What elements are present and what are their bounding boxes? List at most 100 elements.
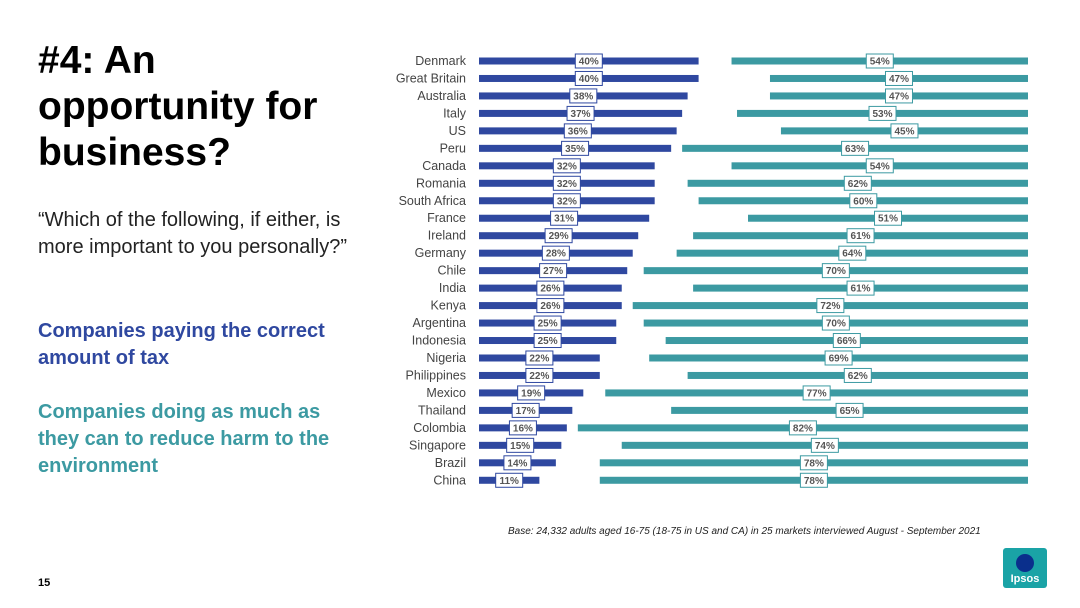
tax-value-label-brazil: 14% — [507, 458, 527, 469]
environment-value-label-colombia: 82% — [793, 423, 813, 434]
environment-value-label-canada: 54% — [870, 161, 890, 172]
category-label-brazil: Brazil — [435, 456, 466, 470]
tax-value-label-thailand: 17% — [516, 406, 536, 417]
environment-label-box-chile — [821, 263, 850, 279]
environment-value-label-philippines: 62% — [848, 371, 868, 382]
tax-label-box-italy — [566, 105, 595, 121]
tax-value-label-romania: 32% — [557, 179, 577, 190]
environment-label-box-nigeria — [824, 350, 853, 366]
tax-value-label-canada: 32% — [557, 161, 577, 172]
tax-value-label-kenya: 26% — [540, 301, 560, 312]
page-title: #4: An opportunity for business? — [38, 39, 318, 174]
environment-value-label-ireland: 61% — [851, 231, 871, 242]
environment-label-box-canada — [865, 158, 894, 174]
tax-label-box-argentina — [533, 315, 562, 331]
environment-label-box-peru — [841, 140, 870, 156]
diverging-bar-chart: Denmark 40% 54% Great Britain 40% 47% Australi… — [396, 53, 1028, 488]
category-label-thailand: Thailand — [418, 403, 466, 417]
tax-value-label-mexico: 19% — [521, 388, 541, 399]
category-label-canada: Canada — [422, 159, 466, 173]
environment-value-label-indonesia: 66% — [837, 336, 857, 347]
tax-label-box-indonesia — [533, 333, 562, 349]
tax-label-box-singapore — [506, 437, 535, 453]
environment-label-box-singapore — [810, 437, 839, 453]
tax-value-label-great-britain: 40% — [579, 74, 599, 85]
environment-label-box-china — [799, 472, 828, 488]
survey-question: “Which of the following, if either, is m… — [38, 209, 348, 258]
environment-label-box-germany — [838, 245, 867, 261]
tax-value-label-france: 31% — [554, 214, 574, 225]
tax-label-box-canada — [552, 158, 581, 174]
environment-label-box-france — [874, 210, 903, 226]
category-label-china: China — [433, 473, 466, 487]
tax-label-box-china — [495, 472, 524, 488]
tax-label-box-germany — [541, 245, 570, 261]
category-label-indonesia: Indonesia — [412, 334, 466, 348]
environment-value-label-australia: 47% — [889, 91, 909, 102]
environment-label-box-us — [890, 123, 919, 139]
environment-value-label-south-africa: 60% — [853, 196, 873, 207]
environment-label-box-brazil — [799, 455, 828, 471]
environment-value-label-peru: 63% — [845, 144, 865, 155]
tax-label-box-philippines — [525, 367, 554, 383]
environment-value-label-denmark: 54% — [870, 57, 890, 68]
environment-label-box-indonesia — [832, 333, 861, 349]
legend-tax: Companies paying the correct amount of t… — [38, 320, 325, 369]
environment-value-label-germany: 64% — [842, 249, 862, 260]
tax-value-label-australia: 38% — [573, 91, 593, 102]
tax-value-label-indonesia: 25% — [538, 336, 558, 347]
tax-value-label-denmark: 40% — [579, 57, 599, 68]
tax-label-box-brazil — [503, 455, 532, 471]
tax-label-box-romania — [552, 175, 581, 191]
environment-value-label-india: 61% — [851, 284, 871, 295]
environment-value-label-thailand: 65% — [840, 406, 860, 417]
environment-value-label-kenya: 72% — [820, 301, 840, 312]
tax-value-label-china: 11% — [499, 476, 519, 487]
environment-label-box-denmark — [865, 53, 894, 69]
environment-value-label-china: 78% — [804, 476, 824, 487]
tax-label-box-france — [550, 210, 579, 226]
category-label-south-africa: South Africa — [399, 194, 466, 208]
category-label-singapore: Singapore — [409, 438, 466, 452]
tax-label-box-india — [536, 280, 565, 296]
environment-label-box-philippines — [843, 367, 872, 383]
environment-value-label-singapore: 74% — [815, 441, 835, 452]
category-label-mexico: Mexico — [426, 386, 466, 400]
tax-label-box-thailand — [511, 402, 540, 418]
environment-label-box-mexico — [802, 385, 831, 401]
environment-value-label-us: 45% — [894, 126, 914, 137]
page-number: 15 — [38, 577, 51, 589]
base-note: Base: 24,332 adults aged 16-75 (18-75 in… — [508, 526, 981, 537]
category-label-chile: Chile — [438, 264, 467, 278]
environment-value-label-france: 51% — [878, 214, 898, 225]
category-label-italy: Italy — [443, 106, 467, 120]
tax-value-label-singapore: 15% — [510, 441, 530, 452]
tax-label-box-nigeria — [525, 350, 554, 366]
tax-value-label-chile: 27% — [543, 266, 563, 277]
environment-value-label-great-britain: 47% — [889, 74, 909, 85]
environment-label-box-australia — [884, 88, 913, 104]
category-label-romania: Romania — [416, 176, 466, 190]
environment-label-box-india — [846, 280, 875, 296]
tax-label-box-south-africa — [552, 193, 581, 209]
tax-value-label-italy: 37% — [571, 109, 591, 120]
category-label-nigeria: Nigeria — [426, 351, 466, 365]
tax-value-label-south-africa: 32% — [557, 196, 577, 207]
tax-label-box-us — [563, 123, 592, 139]
environment-label-box-colombia — [788, 420, 817, 436]
environment-label-box-great-britain — [884, 70, 913, 86]
tax-label-box-mexico — [517, 385, 546, 401]
logo-text: Ipsos — [1010, 573, 1040, 585]
environment-label-box-italy — [868, 105, 897, 121]
category-label-us: US — [449, 124, 466, 138]
category-label-france: France — [427, 211, 466, 225]
tax-value-label-colombia: 16% — [513, 423, 533, 434]
environment-label-box-thailand — [835, 402, 864, 418]
category-label-argentina: Argentina — [412, 316, 466, 330]
category-label-philippines: Philippines — [406, 368, 466, 382]
environment-label-box-argentina — [821, 315, 850, 331]
tax-value-label-philippines: 22% — [529, 371, 549, 382]
tax-label-box-peru — [561, 140, 590, 156]
environment-value-label-italy: 53% — [873, 109, 893, 120]
tax-value-label-argentina: 25% — [538, 319, 558, 330]
